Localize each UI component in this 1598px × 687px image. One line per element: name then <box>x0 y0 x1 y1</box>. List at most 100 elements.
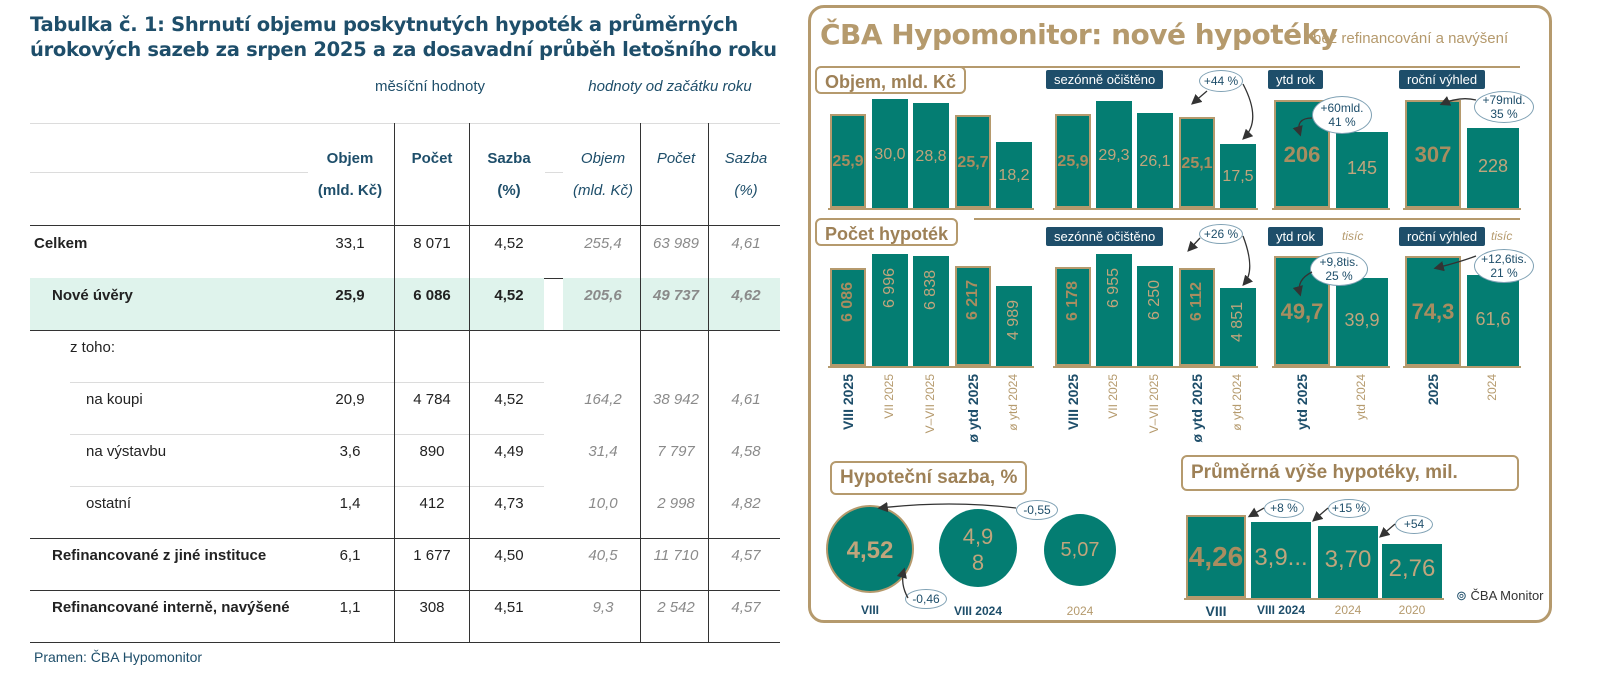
annotation: +9,8tis. 25 % <box>1310 252 1368 286</box>
bar <box>830 268 866 366</box>
cba-logo: ⊚ ČBA Monitor <box>1456 588 1544 604</box>
col-header-line2: (mld. Kč) <box>573 182 633 199</box>
col-divider <box>394 278 395 330</box>
cell-6-5: 4,57 <box>731 547 761 564</box>
row-line <box>308 382 394 383</box>
bar-baseline <box>1403 208 1521 210</box>
x-label: 2024 <box>1485 374 1499 401</box>
cell-0-3: 255,4 <box>584 235 622 252</box>
col-divider <box>708 486 709 538</box>
bar-value: 307 <box>1414 142 1452 167</box>
cell-0-5: 4,61 <box>731 235 761 252</box>
bar-value: 6 178 <box>1064 281 1081 322</box>
row-line <box>70 434 308 435</box>
col-header-line2 <box>391 175 473 207</box>
cell-5-5: 4,82 <box>731 495 761 512</box>
col-header-1: Počet <box>391 143 473 207</box>
annotation: -0,55 <box>1016 500 1058 520</box>
bar <box>1336 132 1388 208</box>
row-label-3: na koupi <box>86 391 143 408</box>
col-divider <box>469 538 470 590</box>
rate-value: 4,52 <box>828 507 912 565</box>
cell-1-1: 6 086 <box>413 287 451 304</box>
bar-baseline <box>1272 366 1390 368</box>
cell-0-0: 33,1 <box>335 235 365 252</box>
bar <box>955 115 991 208</box>
col-divider <box>708 434 709 486</box>
bar-value: 30,0 <box>874 145 906 163</box>
col-divider <box>640 226 641 278</box>
bar <box>1405 100 1461 208</box>
col-divider <box>394 382 395 434</box>
header-bottom-line <box>30 225 780 226</box>
x-label: ytd 2024 <box>1354 374 1368 421</box>
x-label: V–VII 2025 <box>1147 374 1161 434</box>
logo-icon: ⊚ <box>1456 588 1467 603</box>
cell-3-4: 38 942 <box>653 391 699 408</box>
col-divider <box>469 330 470 382</box>
bar <box>1096 254 1132 366</box>
header-top-line <box>30 123 780 124</box>
table-source: Pramen: ČBA Hypomonitor <box>34 649 203 665</box>
section-label-avg: Průměrná výše hypotéky, mil. <box>1181 455 1519 491</box>
rate-bubble: 4,52 <box>826 505 914 593</box>
bar-value: 25,7 <box>957 153 989 171</box>
avg-bar <box>1382 544 1442 598</box>
col-divider <box>708 538 709 590</box>
col-header-line2: (%) <box>734 182 758 199</box>
cell-1-3: 205,6 <box>584 287 622 304</box>
col-divider <box>469 434 470 486</box>
col-divider <box>469 123 470 225</box>
x-label: VIII 2025 <box>840 374 856 431</box>
section-rule <box>974 218 1520 220</box>
bar <box>1137 266 1173 366</box>
annotation-line: +79mld. <box>1482 93 1526 107</box>
bar <box>1096 101 1132 208</box>
bar <box>1467 128 1519 208</box>
cell-1-5: 4,62 <box>731 287 761 304</box>
col-header-line1: Sazba <box>487 150 531 167</box>
bar-value: 6 996 <box>881 268 898 309</box>
bar-baseline <box>1053 366 1258 368</box>
col-header-line2 <box>638 175 714 207</box>
avg-bar <box>1186 515 1246 598</box>
annotation: +15 % <box>1328 499 1370 518</box>
x-label: ø ytd 2025 <box>965 374 981 443</box>
bar <box>830 114 866 208</box>
col-header-line1: Počet <box>656 150 696 167</box>
annotation: +12,6tis. 21 % <box>1474 249 1534 283</box>
col-divider <box>394 123 395 225</box>
bar-value: 6 217 <box>964 280 981 321</box>
bar-value: 18,2 <box>998 167 1030 184</box>
cell-5-4: 2 998 <box>657 495 695 512</box>
bar-value: 206 <box>1283 142 1321 167</box>
bar-value: 25,9 <box>1057 153 1089 170</box>
bar <box>1405 256 1461 366</box>
row-line <box>308 434 394 435</box>
bar <box>1137 113 1173 208</box>
bar <box>872 254 908 366</box>
annotation-line: 25 % <box>1325 269 1353 283</box>
cell-4-3: 31,4 <box>588 443 618 460</box>
group-tag: roční výhled <box>1399 227 1486 246</box>
col-divider <box>394 590 395 642</box>
bar-baseline <box>1272 208 1390 210</box>
bar <box>1467 275 1519 366</box>
bar <box>1220 288 1256 366</box>
bar <box>996 286 1032 366</box>
col-header-line1: Objem <box>326 150 374 167</box>
col-header-3: Objem (mld. Kč) <box>559 143 647 207</box>
col-header-2: Sazba (%) <box>468 143 550 207</box>
x-label: VII 2025 <box>882 374 896 419</box>
x-label: VIII 2025 <box>1065 374 1081 431</box>
col-header-5: Sazba (%) <box>708 143 784 207</box>
cell-0-4: 63 989 <box>653 235 699 252</box>
section-label-count: Počet hypoték <box>815 218 959 246</box>
annotation: +26 % <box>1199 224 1243 244</box>
bar-value: 28,8 <box>915 147 947 165</box>
group-tag: ytd rok <box>1268 70 1324 89</box>
cell-4-5: 4,58 <box>731 443 761 460</box>
bar <box>1336 278 1388 366</box>
rate-x-label: 2024 <box>1066 604 1094 618</box>
col-divider <box>394 434 395 486</box>
